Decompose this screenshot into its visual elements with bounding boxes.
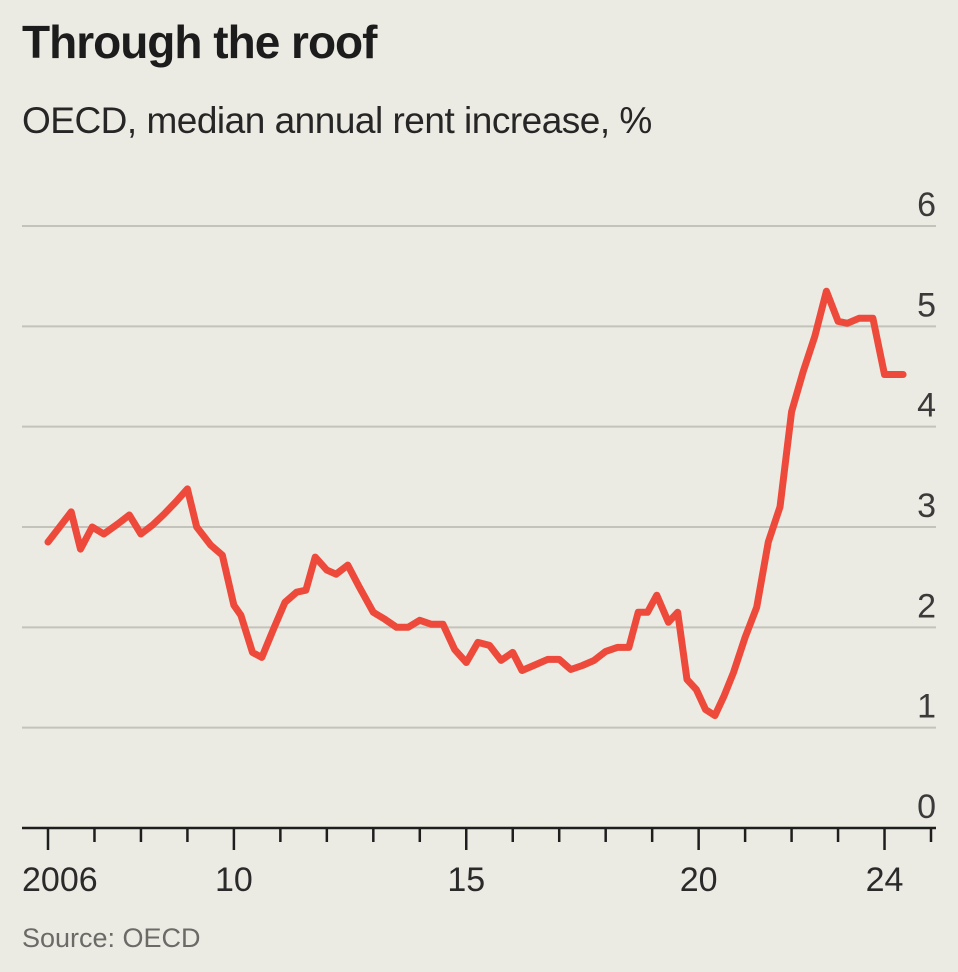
chart-title: Through the roof xyxy=(22,16,377,68)
x-axis: 2006 10 15 20 24 xyxy=(22,826,936,899)
y-tick-label-3: 3 xyxy=(917,487,936,525)
chart-subtitle: OECD, median annual rent increase, % xyxy=(22,100,652,141)
source-note: Source: OECD xyxy=(22,923,201,953)
y-tick-label-1: 1 xyxy=(917,688,936,726)
y-tick-label-6: 6 xyxy=(917,186,936,224)
x-tick-label-24: 24 xyxy=(866,861,904,899)
series-group xyxy=(44,287,907,720)
y-tick-label-0: 0 xyxy=(917,788,936,826)
gridlines xyxy=(22,225,936,729)
x-tick-label-15: 15 xyxy=(447,861,485,899)
x-tick-label-2006: 2006 xyxy=(22,861,98,899)
x-tick-label-10: 10 xyxy=(215,861,253,899)
y-tick-label-5: 5 xyxy=(917,286,936,324)
y-tick-label-4: 4 xyxy=(917,387,936,425)
y-tick-label-2: 2 xyxy=(917,587,936,625)
y-axis-labels: 0 1 2 3 4 5 6 xyxy=(917,186,936,826)
x-tick-label-20: 20 xyxy=(680,861,718,899)
series-line-rent-increase xyxy=(44,287,907,720)
